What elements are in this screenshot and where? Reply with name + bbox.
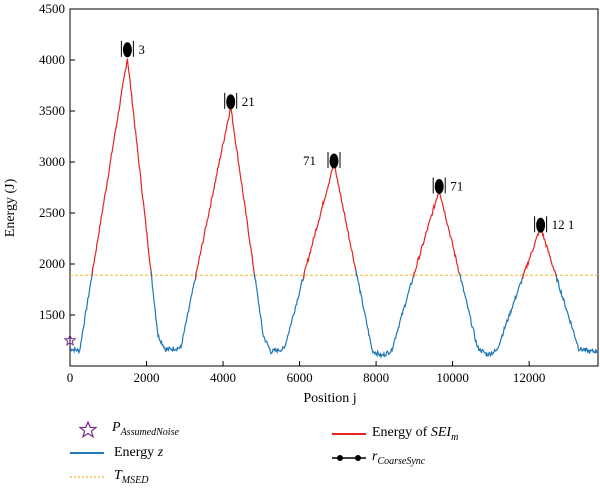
peak-label: 71 xyxy=(303,153,316,168)
energy-z-series xyxy=(69,267,94,355)
x-tick-label: 0 xyxy=(67,370,74,385)
threshold-symbol: T xyxy=(114,468,122,483)
coarse-sync-marker xyxy=(536,217,546,233)
assumed-noise-sub: AssumedNoise xyxy=(120,426,179,438)
coarse-sync-marker xyxy=(122,42,132,58)
x-tick-label: 4000 xyxy=(210,370,236,385)
plot-frame xyxy=(69,8,599,367)
energy-z-text: Energy xyxy=(114,445,158,460)
x-tick-label: 10000 xyxy=(436,370,469,385)
threshold-sub: MSED xyxy=(121,474,149,486)
x-tick-label: 8000 xyxy=(363,370,389,385)
peak-label: 12 1 xyxy=(552,217,575,232)
energy-sei-series xyxy=(413,188,461,277)
coarse-sync-marker xyxy=(226,94,236,110)
x-axis-label: Position j xyxy=(303,391,356,406)
peak-label: 21 xyxy=(242,94,255,109)
energy-sei-series xyxy=(303,160,358,279)
legend-item-threshold: TMSED xyxy=(70,468,148,486)
dashed-line-swatch xyxy=(70,476,104,478)
legend-item-energy-z: Energy z xyxy=(70,445,163,461)
assumed-noise-symbol: P xyxy=(112,420,121,436)
y-tick-label: 4500 xyxy=(39,1,65,16)
y-tick-label: 2000 xyxy=(39,256,65,271)
energy-z-italic: z xyxy=(157,445,164,460)
dot-line-swatch xyxy=(332,454,366,461)
y-tick-label: 1500 xyxy=(39,307,65,322)
x-tick-label: 12000 xyxy=(513,370,546,385)
coarse-sync-symbol: r xyxy=(372,449,378,464)
coarse-sync-marker xyxy=(434,178,444,194)
plot-area: 0 2000 4000 6000 8000 10000 12000 1500 2000 2500 3… xyxy=(39,1,599,385)
energy-z-series xyxy=(150,270,197,353)
x-tick-label: 2000 xyxy=(134,370,160,385)
assumed-noise-star xyxy=(63,333,77,347)
energy-z-series xyxy=(555,275,599,354)
y-axis-label: Energy (J) xyxy=(3,178,18,237)
coarse-sync-marker xyxy=(329,153,339,169)
legend-item-coarse-sync: rCoarseSync xyxy=(332,449,425,467)
energy-sei-series xyxy=(194,106,256,280)
energy-sei-series xyxy=(91,58,153,278)
energy-sei-text: Energy of xyxy=(372,425,431,440)
legend-item-assumed-noise: PAssumedNoise xyxy=(78,420,179,438)
energy-sei-italic: SEI xyxy=(430,425,452,440)
y-tick-label: 2500 xyxy=(39,205,65,220)
chart: 0 2000 4000 6000 8000 10000 12000 1500 2000 2500 3… xyxy=(3,1,599,406)
energy-sei-series xyxy=(522,225,558,282)
peak-label: 3 xyxy=(138,42,145,57)
y-tick-label: 3000 xyxy=(39,154,65,169)
x-tick-label: 6000 xyxy=(287,370,313,385)
peak-label: 71 xyxy=(450,178,463,193)
energy-sei-sub: m xyxy=(451,431,459,443)
y-tick-label: 3500 xyxy=(39,103,65,118)
star-icon xyxy=(78,420,98,438)
energy-z-series xyxy=(253,272,305,355)
energy-z-series xyxy=(355,269,415,359)
energy-z-series xyxy=(459,273,524,358)
y-tick-label: 4000 xyxy=(39,52,65,67)
legend: PAssumedNoise Energy z TMSED Energy of S… xyxy=(0,408,600,495)
red-line-swatch xyxy=(332,432,366,435)
blue-line-swatch xyxy=(70,452,104,454)
coarse-sync-sub: CoarseSync xyxy=(377,455,426,467)
legend-item-energy-sei: Energy of SEIm xyxy=(332,425,458,443)
